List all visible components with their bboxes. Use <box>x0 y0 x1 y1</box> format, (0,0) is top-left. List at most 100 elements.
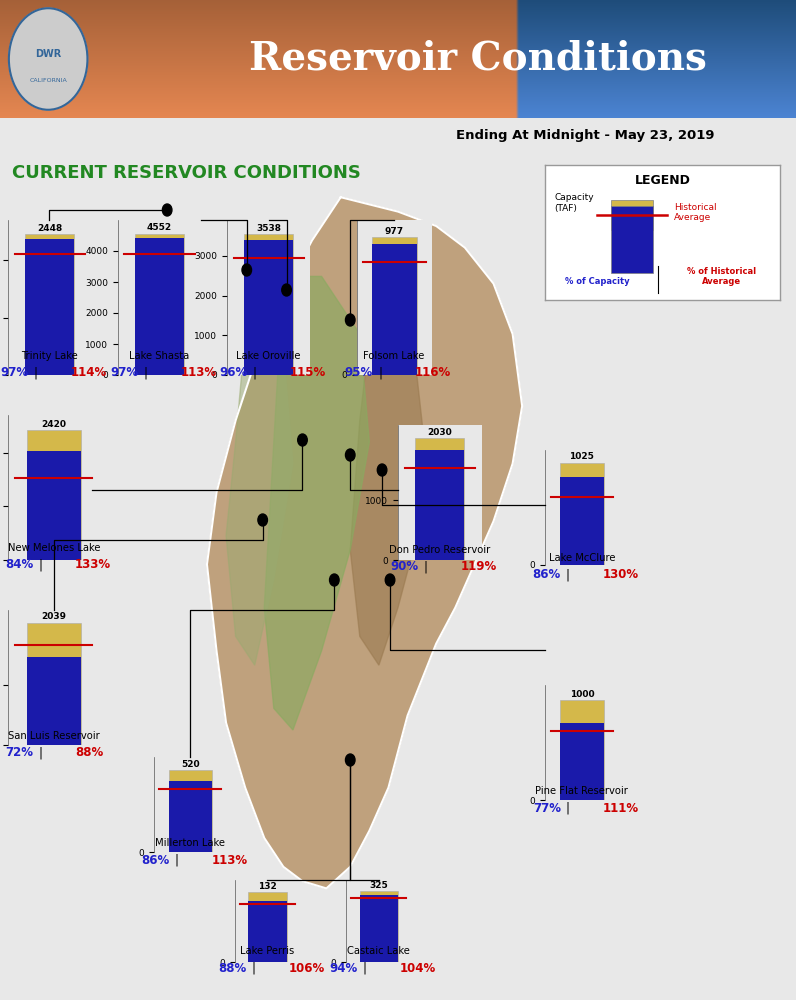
Text: CURRENT RESERVOIR CONDITIONS: CURRENT RESERVOIR CONDITIONS <box>12 164 361 182</box>
Text: 84%: 84% <box>5 558 33 572</box>
Text: 4552: 4552 <box>147 223 172 232</box>
Text: 90%: 90% <box>390 560 419 574</box>
Text: |: | <box>566 802 570 814</box>
Text: 86%: 86% <box>533 568 561 582</box>
Bar <box>611 206 654 273</box>
Text: Historical
Average: Historical Average <box>674 203 717 222</box>
Text: Capacity
(TAF): Capacity (TAF) <box>555 193 595 213</box>
Text: 130%: 130% <box>603 568 639 582</box>
Text: Reservoir Conditions: Reservoir Conditions <box>248 40 707 78</box>
Bar <box>560 462 603 565</box>
Text: 94%: 94% <box>330 962 358 974</box>
Text: 113%: 113% <box>180 366 217 379</box>
Bar <box>372 244 417 375</box>
Text: 88%: 88% <box>75 746 103 760</box>
Polygon shape <box>226 320 293 665</box>
Bar <box>560 700 603 800</box>
Text: 325: 325 <box>369 881 388 890</box>
Text: 132: 132 <box>258 882 277 891</box>
Text: Pine Flat Reservoir: Pine Flat Reservoir <box>536 786 628 796</box>
Text: |: | <box>363 962 367 974</box>
Bar <box>25 234 75 375</box>
Bar <box>244 234 294 375</box>
Text: Don Pedro Reservoir: Don Pedro Reservoir <box>388 545 490 555</box>
Text: 119%: 119% <box>460 560 497 574</box>
Bar <box>360 895 398 962</box>
Text: |: | <box>38 558 42 572</box>
Bar <box>27 451 80 560</box>
Bar <box>415 438 465 560</box>
Text: Lake Shasta: Lake Shasta <box>129 351 189 361</box>
Text: Trinity Lake: Trinity Lake <box>21 351 78 361</box>
Polygon shape <box>350 298 427 665</box>
Text: 104%: 104% <box>400 962 436 974</box>
Bar <box>248 901 287 962</box>
Text: |: | <box>33 366 37 379</box>
Text: CALIFORNIA: CALIFORNIA <box>29 78 67 83</box>
Text: 72%: 72% <box>5 746 33 760</box>
Circle shape <box>9 8 88 110</box>
Text: 1025: 1025 <box>569 452 595 461</box>
Text: 1000: 1000 <box>570 690 594 699</box>
Text: 88%: 88% <box>218 962 247 974</box>
Bar <box>135 234 185 375</box>
Text: |: | <box>423 560 427 574</box>
Text: |: | <box>252 962 256 974</box>
Text: 106%: 106% <box>288 962 325 974</box>
Text: 133%: 133% <box>75 558 111 572</box>
Text: Millerton Lake: Millerton Lake <box>155 838 225 848</box>
Text: 3538: 3538 <box>256 224 281 233</box>
Text: New Melones Lake: New Melones Lake <box>8 543 100 553</box>
Text: 2030: 2030 <box>427 428 452 437</box>
Text: |: | <box>38 746 42 760</box>
Text: Castaic Lake: Castaic Lake <box>348 946 410 956</box>
Text: 111%: 111% <box>603 802 639 814</box>
Bar <box>560 477 603 565</box>
Text: |: | <box>174 854 178 866</box>
Text: 86%: 86% <box>141 854 170 866</box>
Bar <box>169 781 212 852</box>
Text: |: | <box>143 366 147 379</box>
Text: San Luis Reservoir: San Luis Reservoir <box>8 731 100 741</box>
Bar <box>27 657 80 745</box>
Bar <box>244 240 294 375</box>
Text: 2039: 2039 <box>41 612 66 621</box>
Text: |: | <box>252 366 256 379</box>
Bar <box>372 237 417 375</box>
Text: 2420: 2420 <box>41 420 66 429</box>
Bar <box>169 770 212 852</box>
Text: 95%: 95% <box>345 366 373 379</box>
Text: LEGEND: LEGEND <box>634 174 691 187</box>
Polygon shape <box>207 197 522 888</box>
Text: Lake Oroville: Lake Oroville <box>236 351 301 361</box>
Text: |: | <box>566 568 570 582</box>
Text: 77%: 77% <box>533 802 561 814</box>
Text: 97%: 97% <box>0 366 29 379</box>
Text: Lake McClure: Lake McClure <box>548 553 615 563</box>
Polygon shape <box>264 276 369 730</box>
Text: % of Historical
Average: % of Historical Average <box>687 267 756 286</box>
Text: 113%: 113% <box>211 854 248 866</box>
Text: 2448: 2448 <box>37 224 62 233</box>
Text: 977: 977 <box>384 227 404 236</box>
Text: 96%: 96% <box>219 366 248 379</box>
Text: Lake Perris: Lake Perris <box>240 946 295 956</box>
Text: Folsom Lake: Folsom Lake <box>363 351 425 361</box>
Bar <box>27 430 80 560</box>
Bar <box>25 239 75 375</box>
Text: DWR: DWR <box>35 49 61 59</box>
Bar <box>135 238 185 375</box>
Bar <box>248 892 287 962</box>
Text: 97%: 97% <box>110 366 139 379</box>
Text: 115%: 115% <box>289 366 326 379</box>
Text: |: | <box>378 366 382 379</box>
Bar <box>611 200 654 230</box>
Text: % of Capacity: % of Capacity <box>564 277 629 286</box>
Text: 520: 520 <box>181 760 200 769</box>
Text: 114%: 114% <box>70 366 107 379</box>
Bar <box>415 450 465 560</box>
Bar <box>360 891 398 962</box>
Text: 116%: 116% <box>415 366 451 379</box>
Text: Ending At Midnight - May 23, 2019: Ending At Midnight - May 23, 2019 <box>456 129 714 142</box>
Bar <box>560 723 603 800</box>
